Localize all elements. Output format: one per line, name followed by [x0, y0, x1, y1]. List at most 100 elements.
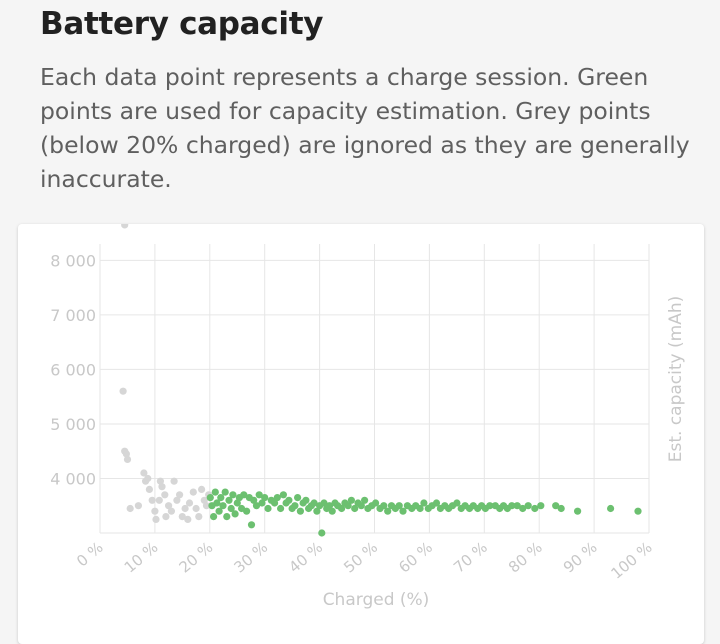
used-data-point: [372, 499, 380, 507]
ignored-data-point: [200, 496, 208, 504]
x-tick-label: 90 %: [560, 538, 601, 576]
used-data-point: [233, 499, 241, 507]
used-data-point: [325, 502, 334, 510]
used-data-point: [416, 504, 424, 513]
used-data-point: [380, 502, 388, 510]
used-data-point: [206, 494, 214, 502]
used-data-point: [328, 507, 336, 515]
used-data-point: [310, 499, 318, 507]
ignored-data-point: [158, 483, 166, 491]
used-data-point: [294, 494, 302, 502]
used-data-point: [384, 507, 392, 515]
used-data-point: [258, 499, 266, 507]
used-data-point: [557, 504, 565, 513]
y-tick-label: 7 000: [50, 306, 96, 325]
ignored-data-point: [198, 485, 206, 493]
x-tick-label: 20 %: [176, 538, 217, 576]
x-tick-label: 50 %: [340, 538, 381, 576]
used-data-point: [296, 507, 304, 515]
used-data-point: [240, 491, 248, 499]
ignored-data-point: [189, 488, 197, 496]
used-data-point: [513, 502, 521, 510]
used-data-point: [229, 491, 237, 499]
ignored-data-point: [151, 507, 159, 515]
ignored-data-point: [144, 474, 152, 483]
used-data-point: [320, 499, 328, 507]
x-tick-label: 40 %: [285, 538, 326, 576]
used-data-point: [273, 494, 281, 502]
used-data-point: [225, 496, 233, 504]
ignored-data-point: [176, 491, 184, 499]
used-data-point: [519, 504, 527, 513]
used-data-point: [338, 504, 346, 513]
ignored-data-point: [167, 507, 175, 515]
used-data-point: [250, 496, 258, 504]
ignored-data-point: [145, 485, 153, 493]
used-data-point: [432, 499, 441, 507]
used-data-point: [302, 496, 310, 504]
used-data-point: [279, 491, 287, 499]
y-tick-label: 4 000: [50, 469, 96, 488]
used-data-point: [243, 507, 251, 515]
used-data-point: [361, 496, 369, 504]
x-tick-label: 0 %: [73, 538, 106, 570]
y-tick-label: 6 000: [50, 360, 96, 379]
ignored-data-point: [122, 450, 130, 458]
y-axis-label: Est. capacity (mAh): [666, 296, 686, 462]
ignored-data-point: [173, 496, 181, 504]
used-data-point: [213, 499, 221, 507]
ignored-data-point: [161, 491, 169, 499]
x-tick-label: 100 %: [607, 538, 655, 582]
ignored-data-point: [162, 513, 170, 521]
ignored-data-point: [185, 499, 194, 507]
ignored-data-point: [192, 504, 200, 513]
ignored-data-point: [123, 455, 132, 463]
used-data-point: [313, 507, 321, 515]
ignored-data-point: [195, 513, 203, 521]
used-data-point: [607, 504, 615, 513]
used-data-point: [347, 496, 355, 504]
used-data-point: [318, 529, 326, 537]
used-data-point: [344, 502, 352, 510]
used-data-point: [552, 502, 560, 510]
used-data-point: [574, 507, 582, 515]
used-data-point: [420, 499, 428, 507]
used-data-point: [221, 488, 229, 496]
page-title: Battery capacity: [40, 6, 324, 42]
used-data-point: [217, 494, 225, 502]
ignored-data-point: [155, 496, 163, 504]
x-tick-label: 70 %: [450, 538, 491, 576]
ignored-data-point: [121, 224, 129, 229]
used-data-point: [215, 507, 223, 515]
used-data-point: [357, 502, 365, 510]
used-data-point: [210, 513, 218, 521]
used-data-point: [453, 499, 461, 507]
ignored-data-point: [152, 515, 160, 523]
ignored-data-point: [170, 477, 178, 485]
capacity-scatter-chart[interactable]: 4 000 5 000 6 000 7 000 8 000 0 % 10 % 20 % 30 …: [18, 224, 704, 627]
ignored-data-point: [178, 513, 186, 521]
used-data-point: [219, 502, 227, 510]
used-data-point: [285, 496, 293, 504]
used-data-point: [255, 491, 263, 499]
ignored-data-point: [134, 502, 142, 510]
y-tick-label: 8 000: [50, 251, 96, 270]
used-data-point: [634, 507, 642, 515]
used-data-point: [531, 504, 539, 513]
x-tick-label: 10 %: [121, 538, 162, 576]
ignored-data-point: [165, 502, 173, 510]
page-description: Each data point represents a charge sess…: [40, 63, 690, 193]
ignored-data-point: [126, 504, 134, 513]
used-data-point: [291, 502, 299, 510]
used-data-point: [486, 502, 494, 510]
x-axis-label: Charged (%): [323, 590, 430, 610]
y-tick-label: 5 000: [50, 415, 96, 434]
ignored-data-point: [148, 496, 156, 504]
used-data-point: [399, 507, 407, 515]
ignored-data-point: [184, 515, 192, 523]
x-tick-label: 30 %: [231, 538, 272, 576]
ignored-data-point: [140, 469, 148, 477]
used-data-point: [271, 499, 279, 507]
x-tick-label: 80 %: [505, 538, 546, 576]
used-data-point: [524, 502, 532, 510]
